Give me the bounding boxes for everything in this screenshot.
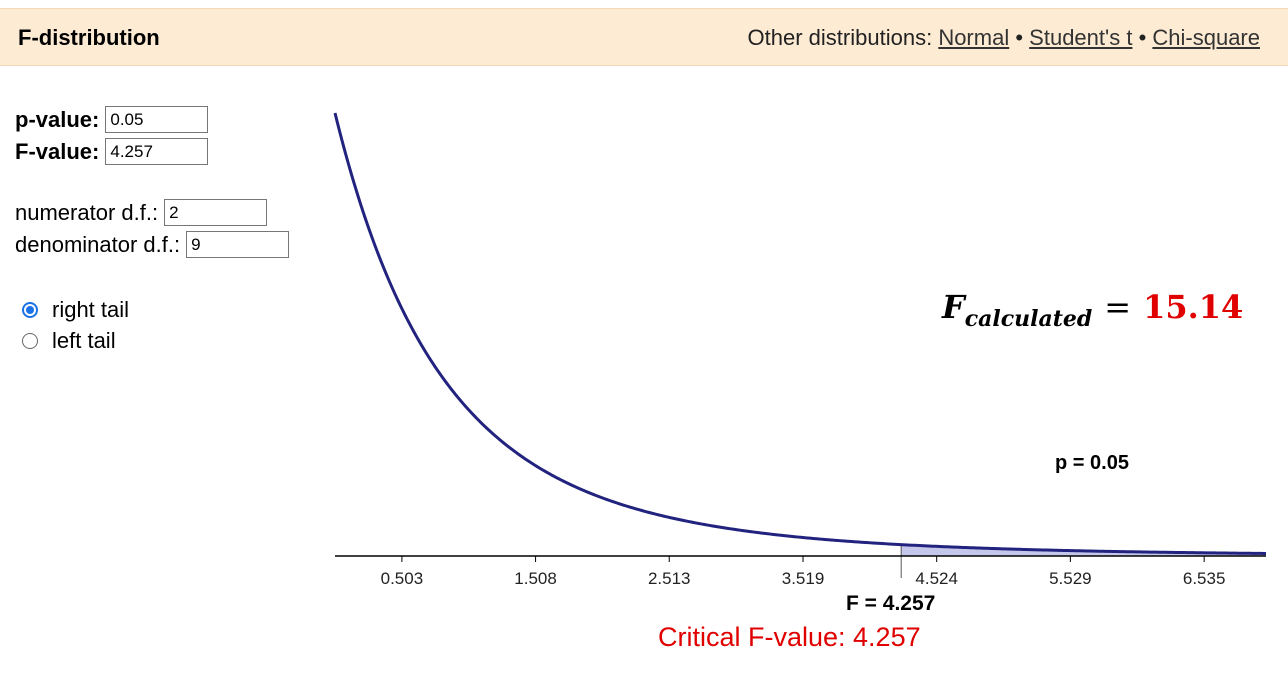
- x-axis-ticks: 0.503 1.508 2.513 3.519 4.524 5.529 6.535: [381, 556, 1226, 588]
- f-calculated-symbol: F: [942, 288, 965, 326]
- x-tick-label: 0.503: [381, 569, 424, 588]
- right-tail-label: right tail: [52, 297, 130, 322]
- left-tail-label: left tail: [52, 328, 116, 353]
- left-tail-radio[interactable]: [22, 333, 38, 349]
- link-students-t[interactable]: Student's t: [1029, 25, 1133, 50]
- x-tick-label: 4.524: [915, 569, 958, 588]
- fvalue-input[interactable]: [105, 138, 209, 165]
- f-value-chart-label: F = 4.257: [846, 592, 936, 615]
- fvalue-label: F-value:: [15, 138, 100, 164]
- p-value-chart-label: p = 0.05: [1055, 452, 1129, 474]
- other-distributions-label: Other distributions:: [747, 25, 933, 50]
- numerator-df-input[interactable]: [164, 199, 268, 226]
- separator: •: [1138, 25, 1147, 50]
- x-tick-label: 5.529: [1049, 569, 1092, 588]
- denominator-df-label: denominator d.f.:: [15, 231, 181, 257]
- f-calculated-annotation: Fcalculated = 15.14: [942, 288, 1243, 332]
- f-calculated-equals: =: [1104, 288, 1132, 326]
- density-curve: [333, 112, 1267, 555]
- x-tick-label: 1.508: [514, 569, 557, 588]
- denominator-df-row: denominator d.f.:: [15, 231, 290, 258]
- pvalue-label: p-value:: [15, 106, 100, 132]
- x-tick-label: 3.519: [782, 569, 825, 588]
- link-chi-square[interactable]: Chi-square: [1152, 25, 1260, 50]
- denominator-df-input[interactable]: [186, 231, 290, 258]
- fvalue-row: F-value:: [15, 138, 209, 165]
- separator: •: [1015, 25, 1024, 50]
- critical-f-value-label: Critical F-value: 4.257: [658, 622, 921, 652]
- other-distributions: Other distributions: Normal • Student's …: [748, 25, 1260, 51]
- x-tick-label: 2.513: [648, 569, 691, 588]
- pvalue-input[interactable]: [105, 106, 209, 133]
- header-bar: F-distribution Other distributions: Norm…: [0, 8, 1288, 66]
- numerator-df-label: numerator d.f.:: [15, 199, 159, 225]
- link-normal[interactable]: Normal: [938, 25, 1010, 50]
- right-tail-option[interactable]: right tail: [22, 297, 129, 323]
- f-calculated-subscript: calculated: [964, 306, 1093, 332]
- pvalue-row: p-value:: [15, 106, 209, 133]
- numerator-df-row: numerator d.f.:: [15, 199, 268, 226]
- page-title: F-distribution: [18, 25, 160, 50]
- left-tail-option[interactable]: left tail: [22, 328, 116, 354]
- f-calculated-value: 15.14: [1143, 288, 1244, 326]
- right-tail-radio[interactable]: [22, 302, 38, 318]
- x-tick-label: 6.535: [1183, 569, 1226, 588]
